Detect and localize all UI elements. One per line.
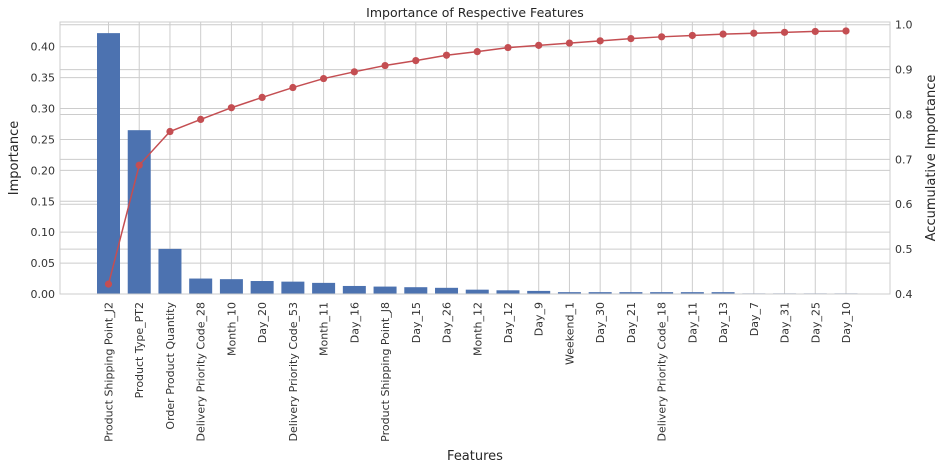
importance-bar [127, 130, 151, 294]
importance-bar [619, 292, 643, 294]
cumulative-point [719, 30, 727, 38]
plot-frame [59, 21, 891, 295]
y2-tick-label: 0.4 [895, 288, 913, 301]
cumulative-point [442, 51, 451, 59]
cumulative-point [658, 33, 666, 41]
y-tick-label: 0.15 [31, 195, 56, 208]
cumulative-point [135, 161, 143, 169]
y2-tick-label: 0.7 [895, 153, 913, 166]
cumulative-point [227, 104, 236, 112]
cumulative-point [627, 35, 635, 43]
importance-bar [158, 248, 182, 294]
y-tick-label: 0.30 [31, 103, 56, 116]
importance-bar [404, 287, 428, 294]
x-tick-label: Day_13 [717, 302, 730, 343]
cumulative-point [688, 31, 696, 40]
cumulative-line [104, 27, 850, 288]
cumulative-point [750, 29, 758, 37]
importance-bar [281, 281, 305, 294]
x-tick-label: Day_20 [256, 302, 269, 343]
x-axis-title: Features [447, 449, 503, 464]
x-tick-label: Month_12 [471, 302, 484, 356]
y2-tick-label: 1.0 [895, 19, 913, 32]
x-tick-label: Day_16 [348, 302, 361, 343]
cumulative-point [535, 41, 543, 49]
x-tick-label: Day_12 [502, 302, 515, 343]
y-tick-label: 0.05 [31, 257, 56, 270]
cumulative-point [320, 74, 328, 83]
cumulative-point [473, 48, 481, 56]
x-tick-label: Delivery Priority Code_18 [656, 302, 669, 441]
x-tick-label: Month_10 [225, 302, 238, 356]
y2-tick-label: 0.8 [895, 108, 913, 121]
importance-bar [557, 292, 581, 294]
importance-bar [219, 279, 243, 294]
cumulative-point [842, 27, 850, 35]
cumulative-point [350, 68, 358, 76]
x-tick-label: Weekend_1 [563, 302, 576, 365]
x-tick-label: Delivery Priority Code_28 [195, 302, 208, 441]
x-axis-ticks: Product Shipping Point_J2 Product Type_PT… [103, 302, 854, 442]
importance-bar [189, 278, 213, 294]
grid [60, 22, 890, 295]
y2-tick-label: 0.9 [895, 64, 913, 77]
y-tick-label: 0.00 [31, 288, 56, 301]
y-tick-label: 0.20 [31, 164, 56, 177]
cumulative-point [504, 43, 512, 52]
x-tick-label: Day_26 [441, 302, 454, 343]
chart-title: Importance of Respective Features [366, 5, 584, 20]
y2-tick-label: 0.6 [895, 198, 913, 211]
cumulative-point [197, 115, 205, 123]
cumulative-point [166, 127, 174, 136]
importance-bar [588, 292, 612, 294]
x-tick-label: Product Shipping Point_J8 [379, 302, 392, 442]
cumulative-point [811, 27, 819, 36]
cumulative-point [412, 57, 420, 65]
x-tick-label: Month_11 [318, 302, 331, 356]
y-axis-title: Importance [7, 121, 22, 196]
y-tick-label: 0.40 [31, 41, 56, 54]
x-tick-label: Delivery Priority Code_53 [287, 302, 300, 441]
x-tick-label: Day_15 [410, 302, 423, 343]
cumulative-point [289, 83, 297, 92]
right-axis-ticks: 0.4 0.5 0.6 0.7 0.8 0.9 1.0 [895, 19, 913, 301]
x-tick-label: Day_10 [840, 302, 853, 343]
x-tick-label: Day_11 [686, 302, 699, 343]
left-axis-ticks: 0.00 0.05 0.10 0.15 0.20 0.25 0.30 0.35 0.40 [31, 41, 56, 301]
importance-bar [711, 292, 735, 294]
cumulative-point [381, 61, 389, 70]
cumulative-point [780, 28, 789, 36]
x-tick-label: Day_31 [779, 302, 792, 343]
x-tick-label: Day_9 [533, 302, 546, 336]
x-tick-label: Order Product Quantity [164, 302, 177, 430]
bars [97, 33, 858, 295]
importance-bar [97, 33, 120, 295]
importance-bar [250, 281, 274, 294]
x-tick-label: Product Type_PT2 [133, 302, 146, 398]
cumulative-point [104, 280, 113, 288]
importance-bar [496, 290, 520, 294]
importance-bar [680, 292, 704, 294]
cumulative-point [565, 39, 574, 47]
x-tick-label: Product Shipping Point_J2 [103, 302, 116, 442]
y2-tick-label: 0.5 [895, 243, 913, 256]
y-tick-label: 0.25 [31, 133, 56, 146]
y-tick-label: 0.10 [31, 226, 56, 239]
x-tick-label: Day_21 [625, 302, 638, 343]
importance-bar [312, 282, 336, 294]
importance-bar [435, 287, 459, 294]
importance-bar [342, 285, 366, 294]
importance-bar [650, 292, 674, 294]
y-tick-label: 0.35 [31, 72, 56, 85]
x-tick-label: Day_25 [809, 302, 822, 343]
importance-bar [373, 286, 397, 294]
cumulative-point [258, 93, 266, 102]
importance-bar [527, 290, 551, 294]
importance-bar [465, 289, 489, 294]
x-tick-label: Day_7 [748, 302, 761, 336]
y2-axis-title: Accumulative Importance [924, 75, 939, 242]
cumulative-point [596, 37, 604, 45]
x-tick-label: Day_30 [594, 302, 607, 343]
